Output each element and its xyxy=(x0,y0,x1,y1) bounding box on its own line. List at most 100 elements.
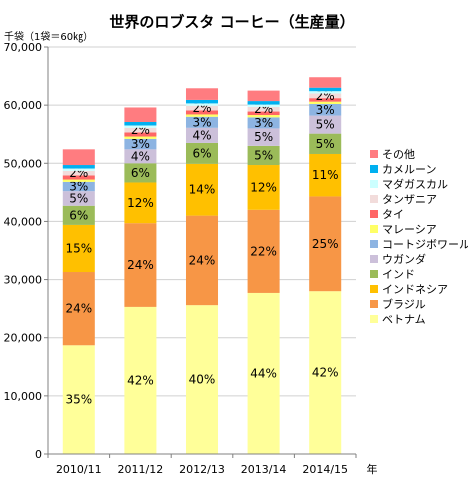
bar-segment xyxy=(124,306,157,454)
data-label: 5% xyxy=(69,191,88,205)
legend-swatch xyxy=(370,195,378,203)
bar-segment xyxy=(62,168,95,171)
data-label: 5% xyxy=(254,130,273,144)
legend-swatch xyxy=(370,300,378,308)
legend-swatch xyxy=(370,165,378,173)
legend-entry: ウガンダ xyxy=(382,252,426,266)
data-label: 4% xyxy=(131,149,150,163)
legend-swatch xyxy=(370,285,378,293)
bar-segment xyxy=(247,128,280,146)
bar-segment xyxy=(62,272,95,346)
bar-segment xyxy=(309,77,342,88)
legend-entry: マレーシア xyxy=(382,223,437,236)
y-axis-unit-label: 千袋（1袋＝60㎏） xyxy=(4,30,93,43)
bar-segment xyxy=(62,165,95,169)
legend-swatch xyxy=(370,210,378,218)
x-tick-label: 2012/13 xyxy=(179,463,225,476)
bar-segment xyxy=(185,305,219,454)
data-label: 5% xyxy=(316,137,335,151)
bar-segment xyxy=(62,205,95,225)
bar-segment xyxy=(62,149,95,166)
data-label: 25% xyxy=(312,237,339,251)
data-label: 5% xyxy=(316,118,335,132)
legend-entry: タイ xyxy=(382,208,404,221)
bar-segment xyxy=(309,87,342,92)
bar-segment xyxy=(309,115,342,134)
bar-segment xyxy=(247,90,280,102)
data-label: 4% xyxy=(192,128,211,142)
y-tick-label: 40,000 xyxy=(4,215,43,228)
data-label: 3% xyxy=(131,137,150,151)
bar-segment xyxy=(247,115,280,118)
legend-swatch xyxy=(370,315,378,323)
bar-segment xyxy=(309,98,342,102)
bar-segment xyxy=(185,110,219,115)
bar-segment xyxy=(124,122,157,126)
data-label: 44% xyxy=(250,366,277,380)
bars: 35%24%15%6%5%3%2%42%24%12%6%4%3%2%40%24%… xyxy=(62,77,342,454)
x-tick-label: 2010/11 xyxy=(56,463,102,476)
bar-segment xyxy=(309,103,342,116)
axes: 0 10,000 20,000 30,000 40,000 50,000 60,000 70,… xyxy=(4,41,357,476)
y-tick-label: 50,000 xyxy=(4,157,43,170)
data-label: 5% xyxy=(254,148,273,162)
bar-segment xyxy=(124,127,157,133)
data-label: 22% xyxy=(250,244,277,258)
x-tick-label: 2013/14 xyxy=(241,463,287,476)
bar-segment xyxy=(309,291,342,454)
data-label: 12% xyxy=(127,196,154,210)
y-tick-label: 60,000 xyxy=(4,99,43,112)
x-tick-label: 2011/12 xyxy=(118,463,164,476)
bar-segment xyxy=(309,196,342,292)
data-label: 3% xyxy=(316,103,335,117)
legend: その他カメルーンマダガスカルタンザニアタイマレーシアコートジボワールウガンダイン… xyxy=(370,148,468,326)
bar-segment xyxy=(62,191,95,206)
bar-segment xyxy=(185,163,219,216)
legend-swatch xyxy=(370,150,378,158)
data-label: 35% xyxy=(65,393,92,407)
data-label: 15% xyxy=(65,241,92,255)
bar-segment xyxy=(185,116,219,128)
bar-segment xyxy=(62,224,95,273)
bar-segment xyxy=(62,175,95,180)
legend-entry: タンザニア xyxy=(382,193,437,206)
bar-segment xyxy=(185,99,219,104)
bar-segment xyxy=(309,91,342,94)
y-tick-label: 30,000 xyxy=(4,274,43,287)
bar-segment xyxy=(124,125,157,128)
legend-entry: カメルーン xyxy=(382,163,436,176)
data-label: 3% xyxy=(254,116,273,130)
legend-swatch xyxy=(370,240,378,248)
y-tick-label: 0 xyxy=(35,448,42,461)
bar-segment xyxy=(124,163,157,183)
data-label: 24% xyxy=(65,302,92,316)
data-label: 6% xyxy=(131,166,150,180)
data-label: 12% xyxy=(250,180,277,194)
y-tick-label: 70,000 xyxy=(4,41,43,54)
bar-segment xyxy=(124,182,157,224)
bar-segment xyxy=(309,93,342,99)
legend-entry: インドネシア xyxy=(382,283,448,296)
legend-entry: ベトナム xyxy=(382,313,426,326)
data-label: 6% xyxy=(69,208,88,222)
y-tick-label: 10,000 xyxy=(4,390,43,403)
bar-segment xyxy=(124,132,157,137)
data-label: 24% xyxy=(127,258,154,272)
bar-segment xyxy=(247,292,280,454)
legend-swatch xyxy=(370,225,378,233)
bar-segment xyxy=(247,117,280,129)
bar-segment xyxy=(185,105,219,111)
bar-segment xyxy=(247,145,280,166)
bar-segment xyxy=(124,223,157,307)
legend-entry: その他 xyxy=(382,148,415,161)
bar-segment xyxy=(62,345,95,454)
bar-segment xyxy=(124,107,157,123)
bar-segment xyxy=(124,138,157,150)
legend-swatch xyxy=(370,180,378,188)
bar-segment xyxy=(247,165,280,210)
x-axis-label: 年 xyxy=(367,462,378,476)
bar-segment xyxy=(62,181,95,192)
bar-segment xyxy=(185,127,219,143)
